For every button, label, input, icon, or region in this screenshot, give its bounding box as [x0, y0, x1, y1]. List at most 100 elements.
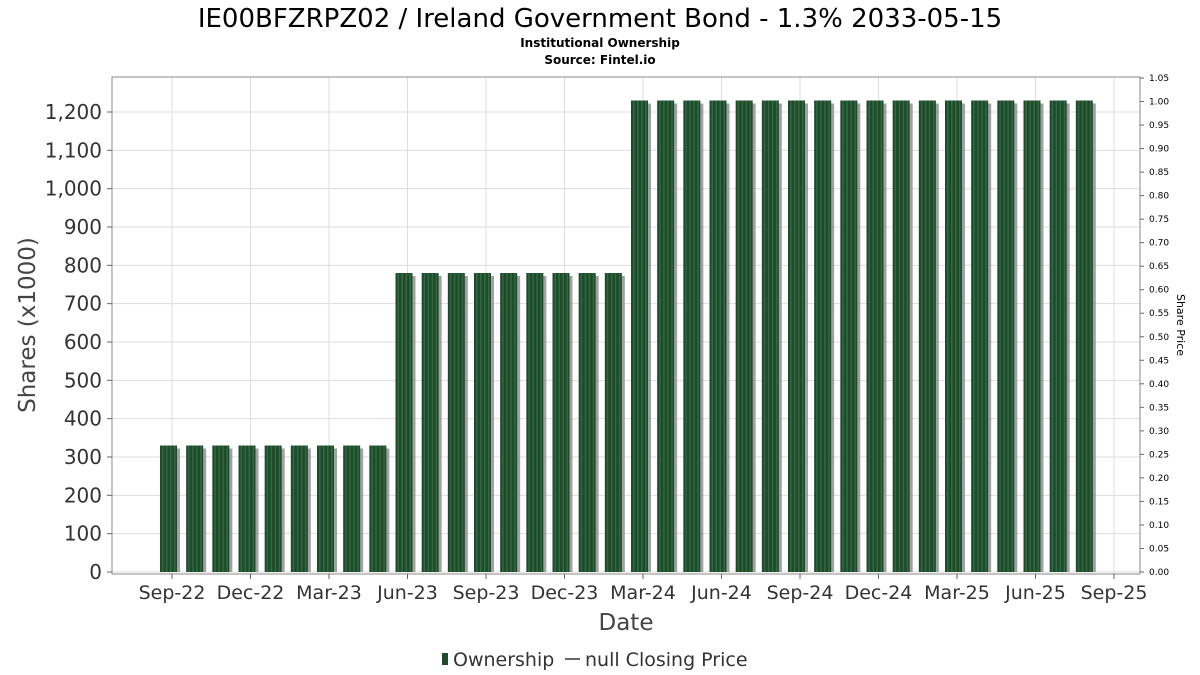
ownership-bar: [238, 445, 259, 572]
x-tick-label: Mar-23: [296, 582, 362, 604]
ownership-bar: [421, 273, 442, 572]
y2-tick-label: 1.05: [1149, 74, 1169, 84]
x-tick-label: Jun-24: [690, 582, 752, 604]
x-tick-label: Mar-24: [610, 582, 676, 604]
plot-frame: [111, 76, 1141, 575]
ownership-bar: [290, 445, 311, 572]
ownership-bar: [264, 445, 285, 572]
y2-axis-label: Share Price: [1174, 294, 1187, 356]
y-tick-label: 300: [64, 445, 102, 469]
ownership-bar: [735, 100, 756, 572]
y2-tick-label: 0.25: [1149, 450, 1169, 460]
ownership-bar: [447, 273, 468, 572]
y-tick-label: 500: [64, 368, 102, 392]
y-tick-label: 200: [64, 483, 102, 507]
y-tick-label: 100: [64, 522, 102, 546]
y-tick-label: 400: [64, 407, 102, 431]
y-tick-label: 800: [64, 253, 102, 277]
x-tick-label: Dec-23: [531, 582, 599, 604]
y2-tick-label: 0.00: [1149, 568, 1169, 578]
y2-tick-label: 1.00: [1149, 98, 1169, 108]
y2-tick-label: 0.10: [1149, 521, 1169, 531]
ownership-bar: [840, 100, 861, 572]
ownership-bar: [918, 100, 939, 572]
ownership-bar: [160, 445, 180, 572]
ownership-bar: [526, 273, 547, 572]
ownership-bar: [631, 100, 651, 572]
ownership-bar: [709, 100, 730, 572]
ownership-bar: [1049, 100, 1070, 572]
x-tick-label: Sep-25: [1081, 582, 1148, 604]
x-axis-label: Date: [599, 610, 654, 636]
x-tick-label: Sep-24: [767, 582, 834, 604]
ownership-bar: [971, 100, 992, 572]
y2-tick-label: 0.40: [1149, 380, 1169, 390]
x-tick-label: Dec-22: [217, 582, 285, 604]
chart-source: Source: Fintel.io: [544, 53, 655, 67]
y2-tick-label: 0.90: [1149, 145, 1169, 155]
ownership-bar: [369, 445, 390, 572]
ownership-bar: [788, 100, 808, 572]
y2-tick-label: 0.65: [1149, 262, 1169, 272]
y-tick-label: 900: [64, 215, 102, 239]
x-tick-label: Mar-25: [924, 582, 990, 604]
x-tick-label: Jun-25: [1004, 582, 1066, 604]
y2-tick-label: 0.95: [1149, 121, 1169, 131]
y2-tick-label: 0.30: [1149, 427, 1169, 437]
chart-title: IE00BFZRPZ02 / Ireland Government Bond -…: [198, 4, 1002, 34]
y-tick-label: 600: [64, 330, 102, 354]
y-tick-label: 0: [89, 560, 102, 584]
y2-tick-label: 0.60: [1149, 286, 1169, 296]
y2-axis-ticks: 0.00 0.05 0.10 0.15 0.20 0.25 0.30 0.35 0.40 0.45…: [1140, 74, 1169, 578]
ownership-bar: [945, 100, 965, 572]
ownership-bar: [657, 100, 678, 572]
ownership-bar: [343, 445, 364, 572]
y2-tick-label: 0.45: [1149, 356, 1169, 366]
ownership-bar: [761, 100, 782, 572]
ownership-bar: [474, 273, 494, 572]
y2-tick-label: 0.80: [1149, 192, 1169, 202]
legend: Ownership null Closing Price: [442, 649, 748, 671]
ownership-bar: [395, 273, 416, 572]
y2-tick-label: 0.85: [1149, 168, 1169, 178]
y2-tick-label: 0.70: [1149, 239, 1169, 249]
ownership-bar: [892, 100, 913, 572]
y2-tick-label: 0.35: [1149, 403, 1169, 413]
x-axis-ticks: Sep-22 Dec-22 Mar-23 Jun-23 Sep-23 Dec-23 Mar-…: [139, 574, 1148, 604]
y-axis-label: Shares (x1000): [15, 237, 41, 413]
y-tick-label: 1,100: [45, 138, 102, 162]
ownership-bar: [212, 445, 233, 572]
ownership-bar: [604, 273, 625, 572]
y2-tick-label: 0.75: [1149, 215, 1169, 225]
ownership-bar: [1023, 100, 1044, 572]
y-tick-label: 700: [64, 292, 102, 316]
ownership-bar: [814, 100, 835, 572]
x-tick-label: Jun-23: [376, 582, 438, 604]
ownership-bar: [186, 445, 207, 572]
x-tick-label: Sep-23: [453, 582, 520, 604]
y2-tick-label: 0.50: [1149, 333, 1169, 343]
x-tick-label: Dec-24: [845, 582, 913, 604]
y2-tick-label: 0.05: [1149, 544, 1169, 554]
ownership-bar: [578, 273, 599, 572]
ownership-bar: [683, 100, 704, 572]
y2-tick-label: 0.15: [1149, 497, 1169, 507]
ownership-bar: [866, 100, 887, 572]
ownership-bar: [500, 273, 521, 572]
legend-ownership-label: Ownership: [453, 649, 554, 671]
y-tick-label: 1,000: [45, 177, 102, 201]
chart-subtitle: Institutional Ownership: [520, 36, 680, 50]
legend-price-label: null Closing Price: [585, 649, 748, 671]
y2-tick-label: 0.20: [1149, 474, 1169, 484]
ownership-bar: [997, 100, 1018, 572]
ownership-bar: [317, 445, 337, 572]
y2-tick-label: 0.55: [1149, 309, 1169, 319]
y-tick-label: 1,200: [45, 100, 102, 124]
ownership-bar: [1075, 100, 1096, 572]
y-axis-ticks: 0 100 200 300 400 500 600 700 800 900 1,000 1,100 1,…: [45, 100, 112, 584]
ownership-bar: [552, 273, 573, 572]
legend-ownership-swatch: [442, 653, 448, 665]
bars: [160, 100, 1096, 572]
x-tick-label: Sep-22: [139, 582, 206, 604]
